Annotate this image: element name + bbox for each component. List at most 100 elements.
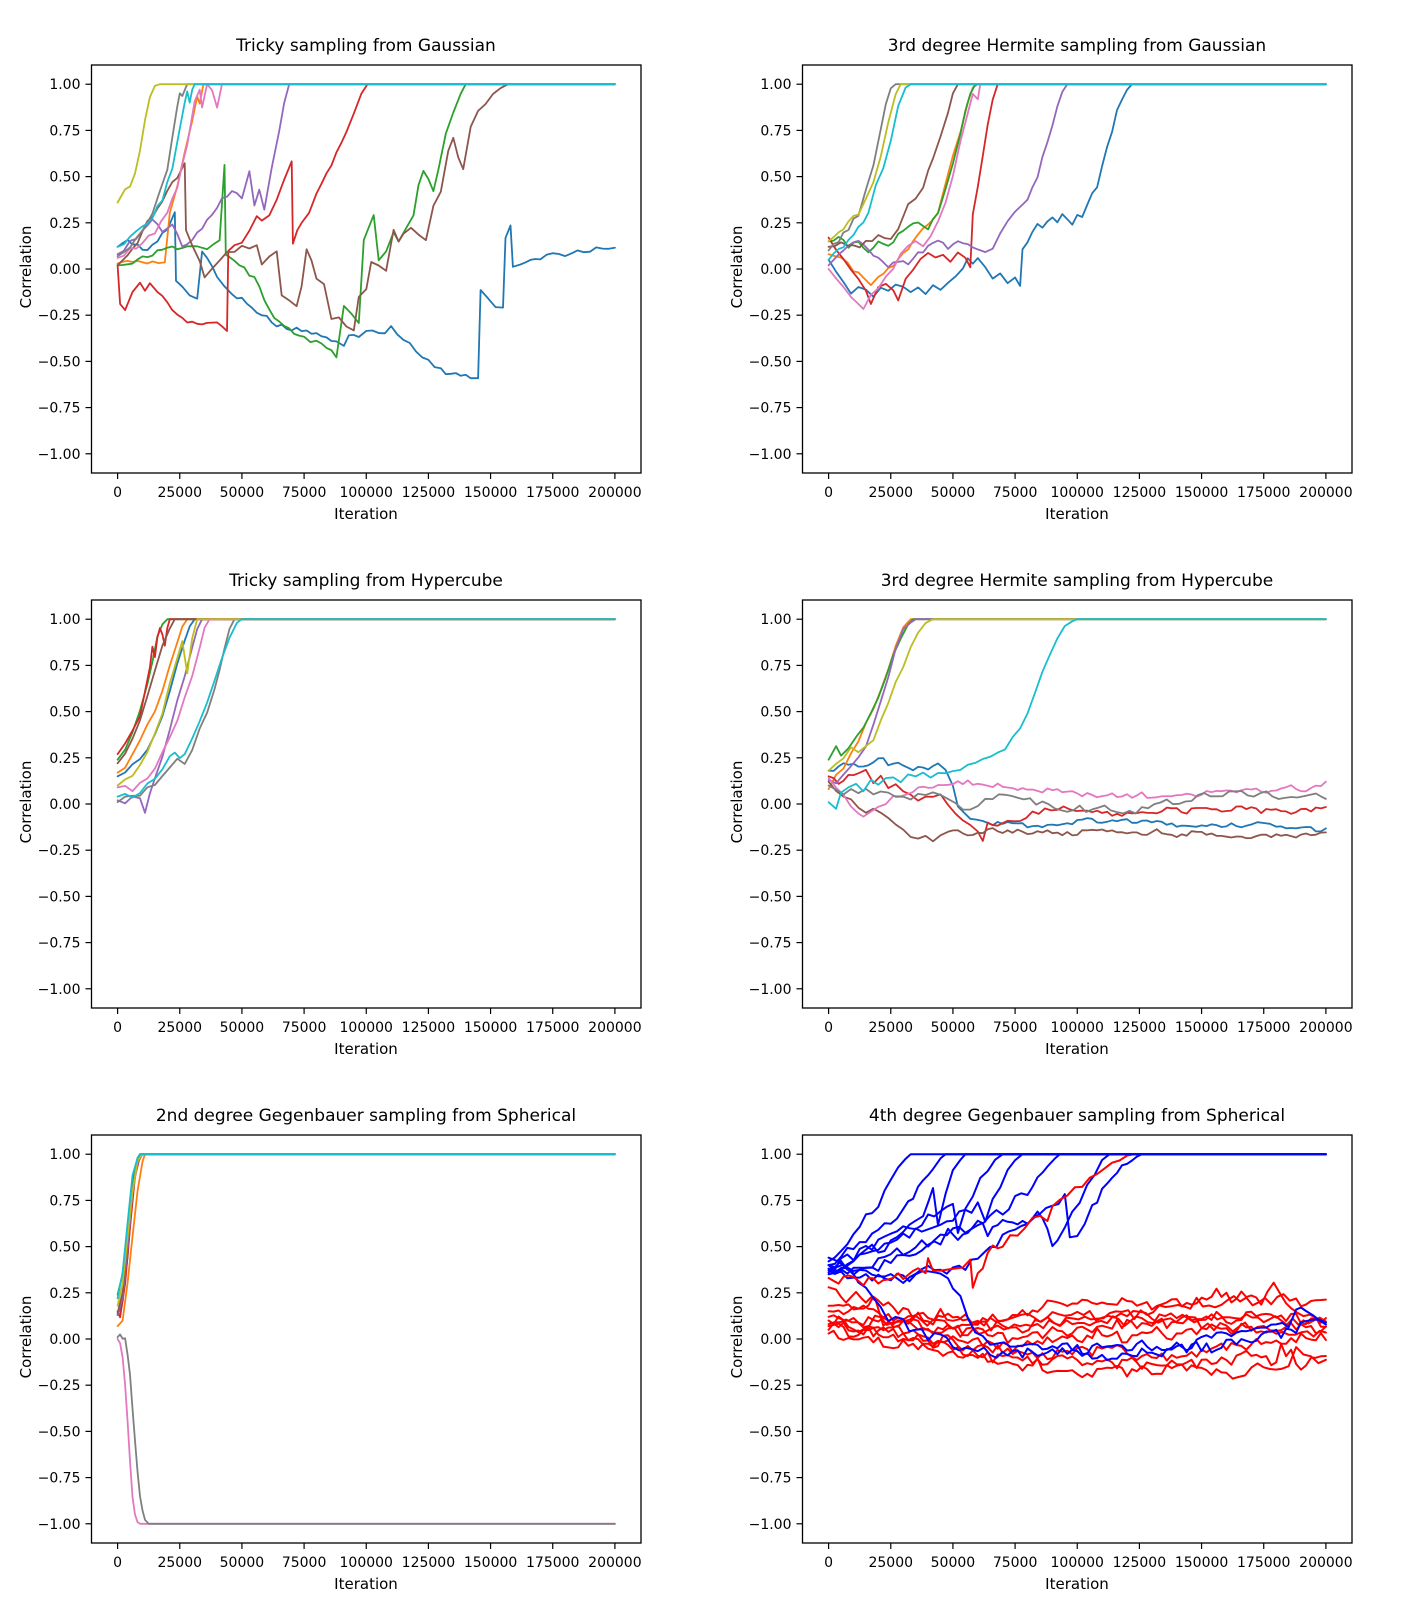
- series-line-run-cyan: [116, 83, 616, 248]
- x-tick-label: 25000: [157, 1020, 202, 1036]
- y-tick-label: −0.25: [38, 843, 81, 859]
- x-tick-label: 175000: [1237, 1555, 1290, 1571]
- chart-title: 4th degree Gegenbauer sampling from Sphe…: [868, 1106, 1286, 1126]
- y-tick-label: 0.00: [49, 1332, 80, 1348]
- plot-area: 0 25000 50000 75000 100000 125000 150000 175000…: [38, 1134, 642, 1571]
- series-line-run-gray: [116, 1333, 616, 1525]
- series-line-run-orange: [827, 618, 1327, 791]
- series-line-run-green: [827, 83, 1327, 254]
- series-line-run-olive: [116, 83, 616, 204]
- y-tick-label: −0.50: [38, 889, 81, 905]
- series-line-run-cyan: [116, 618, 616, 799]
- series-line-run-red-02: [827, 1281, 1327, 1328]
- series-line-run-blue-10: [827, 1256, 1327, 1362]
- x-tick-label: 175000: [1237, 1020, 1290, 1036]
- plot-area: 0 25000 50000 75000 100000 125000 150000 175000…: [38, 64, 642, 501]
- subplot-tricky-gaussian: Tricky sampling from Gaussian Correlatio…: [0, 0, 711, 535]
- x-tick-label: 150000: [464, 1555, 517, 1571]
- series-line-run-red-06: [827, 1310, 1327, 1344]
- y-tick-label: 0.50: [760, 1240, 791, 1256]
- x-tick-label: 200000: [588, 1555, 641, 1571]
- series-line-run-olive: [827, 618, 1327, 772]
- axes-frame: [801, 64, 1353, 474]
- series-line-run-red: [116, 1153, 616, 1319]
- series-line-run-brown: [827, 83, 1327, 249]
- x-tick-label: 200000: [588, 485, 641, 501]
- series-line-run-gray: [116, 83, 616, 257]
- x-tick-label: 25000: [868, 485, 913, 501]
- series-line-run-blue: [116, 211, 616, 380]
- series-line-run-blue-02: [827, 1153, 1327, 1267]
- y-tick-label: −0.25: [749, 308, 792, 324]
- subplot-tricky-hypercube: Tricky sampling from Hypercube Correlati…: [0, 535, 711, 1070]
- y-tick-label: −0.75: [38, 401, 81, 417]
- y-tick-label: −1.00: [749, 982, 792, 998]
- series-line-run-blue: [827, 757, 1327, 833]
- x-tick-label: 125000: [402, 1555, 455, 1571]
- series-line-run-red-09: [827, 1329, 1327, 1380]
- series-line-run-brown: [827, 780, 1327, 843]
- x-tick-label: 100000: [340, 485, 393, 501]
- y-tick-label: 0.00: [49, 262, 80, 278]
- y-tick-label: 0.00: [760, 262, 791, 278]
- x-tick-label: 200000: [1299, 1555, 1352, 1571]
- y-tick-label: 1.00: [760, 1147, 791, 1163]
- series-line-run-cyan: [116, 1153, 616, 1300]
- x-tick-label: 100000: [1051, 1020, 1104, 1036]
- x-tick-label: 0: [824, 1020, 833, 1036]
- y-tick-label: −0.50: [38, 1424, 81, 1440]
- x-tick-label: 50000: [931, 1020, 976, 1036]
- y-tick-label: −0.25: [749, 1378, 792, 1394]
- chart-title: Tricky sampling from Gaussian: [236, 36, 496, 56]
- y-tick-label: −1.00: [749, 447, 792, 463]
- y-tick-label: 0.75: [49, 1193, 80, 1209]
- y-tick-label: −0.75: [749, 401, 792, 417]
- x-tick-label: 75000: [993, 1020, 1038, 1036]
- axes-frame: [90, 599, 642, 1009]
- series-line-run-gray: [827, 784, 1327, 815]
- y-tick-label: 1.00: [49, 77, 80, 93]
- x-tick-label: 25000: [157, 485, 202, 501]
- y-tick-label: 0.25: [49, 1286, 80, 1302]
- y-tick-label: 0.50: [49, 705, 80, 721]
- series-line-run-blue-08: [827, 1153, 1327, 1284]
- x-tick-label: 50000: [220, 1020, 265, 1036]
- x-axis-label: Iteration: [1045, 505, 1109, 523]
- y-tick-label: −0.25: [38, 1378, 81, 1394]
- axes-frame: [801, 1134, 1353, 1544]
- y-tick-label: −0.75: [38, 936, 81, 952]
- plot-area: 0 25000 50000 75000 100000 125000 150000 175000…: [749, 599, 1353, 1036]
- series-line-run-pink: [827, 83, 1327, 310]
- y-tick-label: 0.25: [760, 751, 791, 767]
- series-line-run-purple: [827, 618, 1327, 785]
- series-line-run-cyan: [827, 83, 1327, 261]
- chart-title: 2nd degree Gegenbauer sampling from Sphe…: [155, 1106, 577, 1126]
- x-tick-label: 0: [824, 485, 833, 501]
- y-tick-label: 0.50: [760, 170, 791, 186]
- series-line-run-green: [116, 83, 616, 359]
- x-tick-label: 125000: [402, 485, 455, 501]
- y-tick-label: −1.00: [38, 1517, 81, 1533]
- x-axis-label: Iteration: [334, 505, 398, 523]
- x-tick-label: 125000: [1113, 1555, 1166, 1571]
- y-tick-label: −1.00: [38, 447, 81, 463]
- series-line-run-orange: [827, 83, 1327, 286]
- y-tick-label: −1.00: [38, 982, 81, 998]
- series-line-run-pink: [827, 777, 1327, 818]
- subplot-hermite-gaussian: 3rd degree Hermite sampling from Gaussia…: [711, 0, 1422, 535]
- series-line-run-red: [827, 768, 1327, 842]
- series-line-run-olive: [116, 618, 616, 787]
- x-tick-label: 25000: [157, 1555, 202, 1571]
- y-tick-label: 0.75: [760, 1193, 791, 1209]
- y-tick-label: −0.75: [749, 936, 792, 952]
- subplot-gegenbauer4-spherical: 4th degree Gegenbauer sampling from Sphe…: [711, 1070, 1422, 1605]
- x-tick-label: 100000: [340, 1020, 393, 1036]
- series-line-run-blue-09: [827, 1269, 1327, 1355]
- x-tick-label: 50000: [931, 485, 976, 501]
- x-tick-label: 125000: [402, 1020, 455, 1036]
- series-line-run-purple: [116, 1153, 616, 1316]
- x-tick-label: 125000: [1113, 485, 1166, 501]
- series-line-run-blue-03: [827, 1153, 1327, 1271]
- series-line-run-green: [116, 1153, 616, 1296]
